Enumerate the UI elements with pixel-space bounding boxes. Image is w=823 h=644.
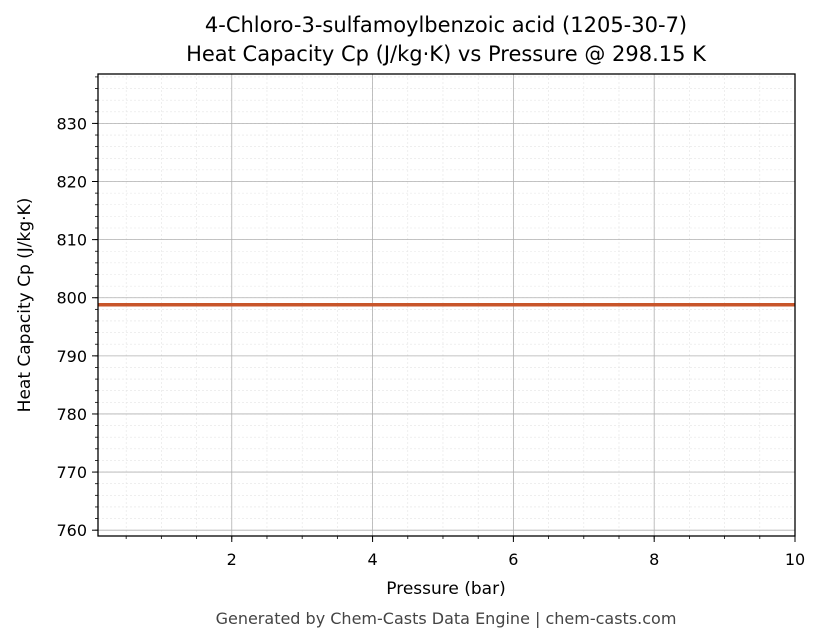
y-axis-label: Heat Capacity Cp (J/kg·K) <box>15 198 35 413</box>
footer-credit: Generated by Chem-Casts Data Engine | ch… <box>216 609 677 628</box>
y-tick-label: 780 <box>56 405 87 424</box>
x-tick-label: 2 <box>227 550 237 569</box>
y-tick-label: 770 <box>56 463 87 482</box>
x-tick-label: 8 <box>649 550 659 569</box>
y-tick-label: 810 <box>56 231 87 250</box>
y-tick-label: 830 <box>56 114 87 133</box>
x-tick-label: 4 <box>367 550 377 569</box>
y-tick-label: 790 <box>56 347 87 366</box>
x-tick-label: 10 <box>785 550 805 569</box>
plot-frame <box>97 73 796 537</box>
x-axis-label: Pressure (bar) <box>386 579 505 599</box>
x-tick-label: 6 <box>508 550 518 569</box>
chart-title-line2: Heat Capacity Cp (J/kg·K) vs Pressure @ … <box>186 42 707 66</box>
y-tick-label: 800 <box>56 289 87 308</box>
y-tick-label: 760 <box>56 521 87 540</box>
chart-title-line1: 4-Chloro-3-sulfamoylbenzoic acid (1205-3… <box>205 13 687 37</box>
y-tick-label: 820 <box>56 173 87 192</box>
